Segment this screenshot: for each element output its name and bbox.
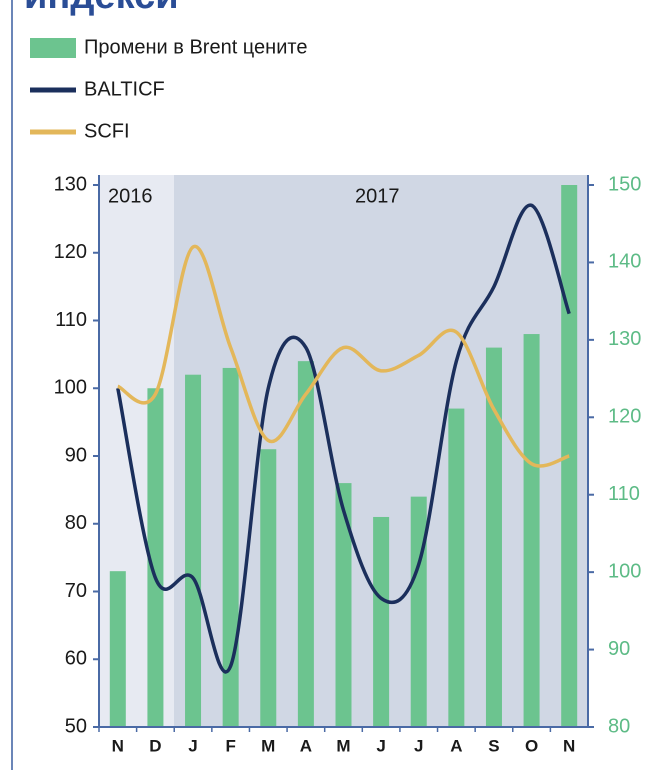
x-tick-label: D [149, 736, 161, 755]
y-tick-label: 60 [65, 648, 87, 670]
y2-tick-label: 100 [608, 560, 641, 582]
legend-label: SCFI [84, 120, 130, 142]
y2-tick-label: 80 [608, 715, 630, 737]
x-tick-label: M [336, 736, 350, 755]
y-tick-label: 100 [54, 377, 87, 399]
y2-tick-label: 130 [608, 328, 641, 350]
line-series [116, 203, 571, 674]
y2-tick-label: 140 [608, 251, 641, 273]
x-tick-label: N [563, 736, 575, 755]
y-tick-label: 70 [65, 580, 87, 602]
x-tick-label: A [300, 736, 312, 755]
bar [260, 449, 277, 727]
chart-title: индекси [24, 0, 179, 17]
y-tick-label: 130 [54, 173, 87, 195]
legend-label: Промени в Brent цените [84, 36, 307, 58]
bar [410, 496, 427, 727]
y-tick-label: 80 [65, 512, 87, 534]
x-tick-label: S [488, 736, 499, 755]
y2-tick-label: 110 [608, 483, 640, 505]
year-label: 2017 [355, 185, 400, 207]
x-tick-label: J [188, 736, 197, 755]
x-tick-label: A [450, 736, 462, 755]
bar [222, 367, 239, 727]
line-series [116, 244, 570, 468]
x-tick-label: F [225, 736, 235, 755]
y-tick-label: 110 [55, 309, 87, 331]
bar [523, 334, 540, 727]
x-tick-label: O [525, 736, 538, 755]
y2-tick-label: 150 [608, 173, 641, 195]
x-tick-label: J [376, 736, 385, 755]
x-tick-label: M [261, 736, 275, 755]
legend-swatch [30, 38, 76, 58]
y-tick-label: 120 [54, 241, 87, 263]
bar [297, 361, 314, 727]
legend-label: BALTICF [84, 78, 165, 100]
bar [147, 388, 164, 727]
bar [185, 374, 202, 727]
x-tick-label: N [112, 736, 124, 755]
year-label: 2016 [108, 185, 153, 207]
bar [448, 408, 465, 727]
bar [485, 347, 502, 727]
bar [109, 571, 126, 727]
bar [335, 483, 352, 727]
bar [373, 516, 390, 727]
y-tick-label: 90 [65, 444, 87, 466]
x-tick-label: J [414, 736, 423, 755]
legend: Промени в Brent цените BALTICF SCFI [30, 36, 307, 142]
y2-tick-label: 90 [608, 638, 630, 660]
y-tick-label: 50 [65, 715, 87, 737]
y2-tick-label: 120 [608, 406, 641, 428]
